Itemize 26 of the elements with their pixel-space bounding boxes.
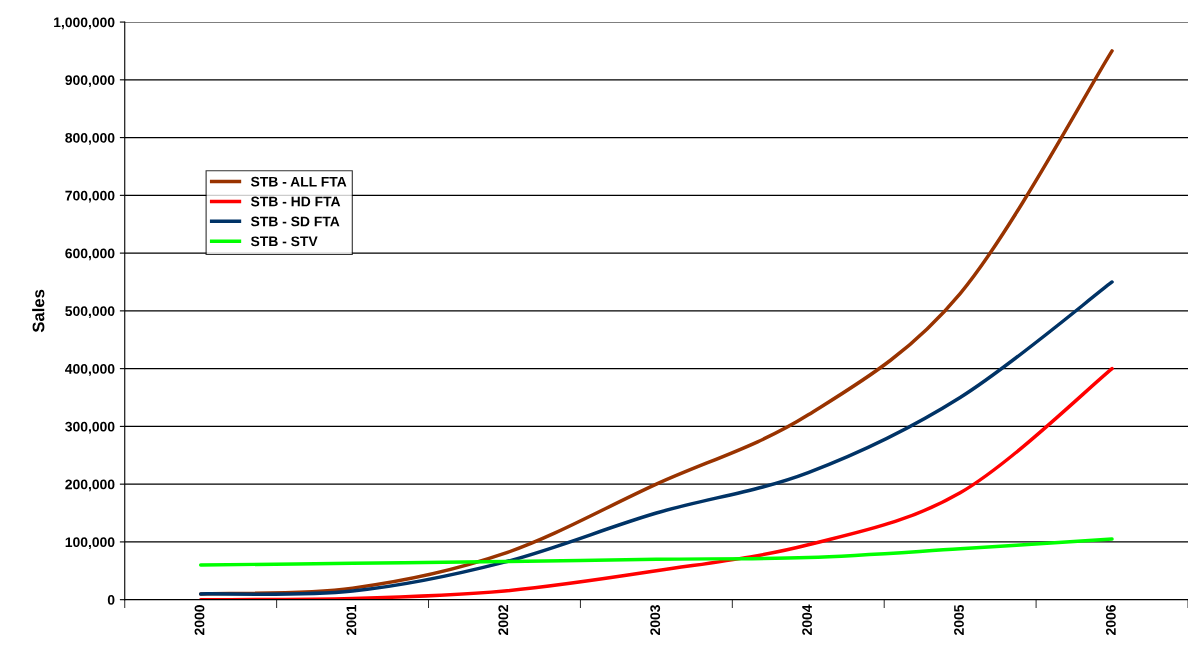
y-tick-label: 800,000 [65, 132, 115, 145]
x-tick-label: 2003 [650, 605, 661, 635]
y-tick-label: 0 [107, 595, 115, 605]
x-tick-label: 2000 [194, 605, 205, 635]
legend-label: STB - HD FTA [250, 196, 341, 207]
line-series [198, 280, 1114, 596]
legend-label: STB - STV [250, 236, 318, 247]
legend-label: STB - SD FTA [250, 216, 340, 227]
y-tick-label: 300,000 [65, 421, 115, 434]
x-tick-label: 2002 [498, 605, 509, 635]
y-tick-label: 600,000 [65, 248, 115, 261]
y-axis-title: Sales [32, 289, 45, 333]
y-tick-label: 900,000 [65, 75, 115, 88]
legend-label: STB - ALL FTA [250, 176, 347, 187]
y-tick-label: 1,000,000 [54, 17, 115, 30]
x-tick-label: 2006 [1105, 605, 1116, 635]
line-series [198, 537, 1114, 567]
y-tick-label: 200,000 [65, 479, 115, 492]
y-tick-label: 400,000 [65, 363, 115, 376]
x-tick-label: 2004 [802, 604, 812, 635]
x-tick-label: 2005 [954, 604, 964, 635]
y-tick-label: 700,000 [65, 190, 115, 203]
y-tick-label: 500,000 [65, 306, 115, 319]
y-tick-label: 100,000 [65, 537, 115, 550]
line-series [198, 366, 1114, 600]
x-tick-label: 2001 [346, 604, 357, 635]
